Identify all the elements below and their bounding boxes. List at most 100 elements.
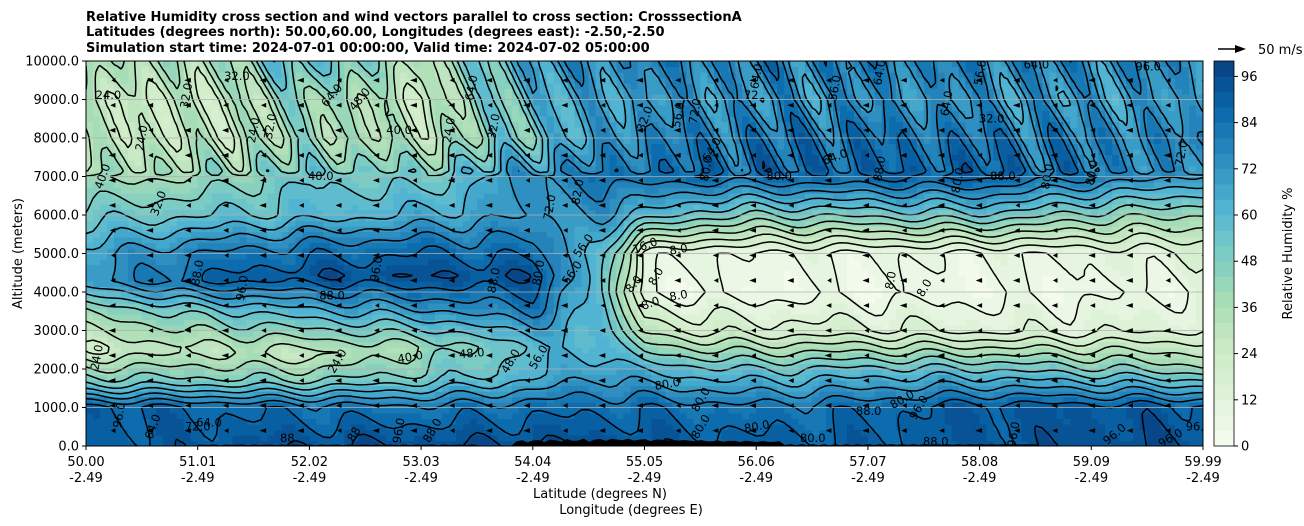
rh-cell bbox=[511, 347, 520, 354]
rh-cell bbox=[435, 358, 443, 365]
rh-cell bbox=[490, 435, 499, 442]
rh-cell bbox=[937, 286, 946, 293]
rh-cell bbox=[113, 314, 122, 321]
rh-cell bbox=[1091, 435, 1099, 442]
rh-cell bbox=[351, 358, 359, 365]
rh-cell bbox=[316, 440, 324, 446]
rh-cell bbox=[1147, 314, 1155, 321]
rh-cell bbox=[1147, 286, 1155, 293]
rh-cell bbox=[1028, 424, 1037, 431]
rh-cell bbox=[183, 358, 192, 365]
rh-cell bbox=[944, 297, 953, 304]
rh-cell bbox=[113, 407, 122, 414]
rh-cell bbox=[316, 292, 324, 299]
rh-cell bbox=[832, 281, 841, 288]
rh-cell bbox=[365, 314, 373, 321]
rh-cell bbox=[1007, 385, 1016, 392]
rh-cell bbox=[819, 385, 827, 392]
rh-cell bbox=[1070, 374, 1078, 381]
rh-cell bbox=[239, 325, 248, 332]
rh-cell bbox=[274, 429, 283, 436]
rh-cell bbox=[169, 325, 178, 332]
rh-cell bbox=[588, 391, 597, 398]
rh-cell bbox=[735, 303, 743, 310]
rh-cell bbox=[784, 407, 792, 414]
rh-cell bbox=[944, 418, 953, 425]
rh-cell bbox=[1189, 424, 1197, 431]
rh-cell bbox=[1140, 281, 1148, 288]
rh-cell bbox=[511, 418, 520, 425]
rh-cell bbox=[749, 424, 757, 431]
rh-cell bbox=[1098, 369, 1106, 376]
rh-cell bbox=[1014, 418, 1023, 425]
rh-cell bbox=[344, 325, 352, 332]
rh-cell bbox=[407, 275, 415, 282]
rh-cell bbox=[1168, 402, 1176, 409]
rh-cell bbox=[1084, 319, 1092, 326]
rh-cell bbox=[986, 336, 995, 343]
rh-cell bbox=[148, 374, 157, 381]
rh-cell bbox=[518, 369, 527, 376]
rh-cell bbox=[86, 413, 94, 420]
rh-cell bbox=[742, 275, 750, 282]
rh-cell bbox=[1182, 396, 1190, 403]
rh-cell bbox=[567, 275, 576, 282]
rh-cell bbox=[874, 435, 883, 442]
rh-cell bbox=[588, 347, 597, 354]
rh-cell bbox=[826, 308, 834, 315]
rh-cell bbox=[735, 292, 743, 299]
rh-cell bbox=[99, 270, 108, 277]
rh-cell bbox=[819, 429, 827, 436]
rh-cell bbox=[909, 281, 918, 288]
rh-cell bbox=[867, 435, 876, 442]
rh-cell bbox=[860, 275, 869, 282]
rh-cell bbox=[574, 396, 583, 403]
rh-cell bbox=[700, 413, 708, 420]
rh-cell bbox=[672, 341, 681, 348]
rh-cell bbox=[421, 413, 429, 420]
rh-cell bbox=[1105, 347, 1113, 354]
rh-cell bbox=[874, 407, 883, 414]
rh-cell bbox=[99, 391, 108, 398]
plot-area: 24.040.032.024.032.032.024.032.064.0 48.0… bbox=[86, 61, 1203, 446]
rh-cell bbox=[1042, 319, 1051, 326]
rh-cell bbox=[204, 330, 213, 337]
rh-cell bbox=[218, 396, 227, 403]
rh-cell bbox=[379, 347, 387, 354]
rh-cell bbox=[490, 330, 499, 337]
rh-cell bbox=[274, 435, 283, 442]
rh-cell bbox=[246, 308, 255, 315]
rh-cell bbox=[1042, 391, 1051, 398]
rh-cell bbox=[658, 286, 667, 293]
rh-cell bbox=[386, 319, 394, 326]
rh-cell bbox=[923, 347, 932, 354]
rh-cell bbox=[1126, 429, 1134, 436]
rh-cell bbox=[1168, 286, 1176, 293]
rh-cell bbox=[469, 325, 478, 332]
rh-cell bbox=[805, 336, 813, 343]
rh-cell bbox=[190, 347, 199, 354]
rh-cell bbox=[504, 352, 513, 359]
rh-cell bbox=[330, 325, 338, 332]
rh-cell bbox=[1189, 286, 1197, 293]
rh-cell bbox=[525, 319, 534, 326]
rh-cell bbox=[379, 292, 387, 299]
rh-cell bbox=[1021, 363, 1030, 370]
rh-cell bbox=[1133, 314, 1141, 321]
rh-cell bbox=[239, 319, 248, 326]
rh-cell bbox=[365, 396, 373, 403]
rh-cell bbox=[1175, 292, 1183, 299]
rh-cell bbox=[602, 385, 611, 392]
rh-cell bbox=[155, 341, 164, 348]
rh-cell bbox=[183, 385, 192, 392]
rh-cell bbox=[127, 314, 136, 321]
rh-cell bbox=[344, 303, 352, 310]
rh-cell bbox=[1028, 402, 1037, 409]
rh-cell bbox=[867, 308, 876, 315]
rh-cell bbox=[365, 303, 373, 310]
rh-cell bbox=[1077, 396, 1085, 403]
rh-cell bbox=[162, 281, 171, 288]
rh-cell bbox=[756, 369, 764, 376]
rh-cell bbox=[1133, 363, 1141, 370]
rh-cell bbox=[379, 341, 387, 348]
